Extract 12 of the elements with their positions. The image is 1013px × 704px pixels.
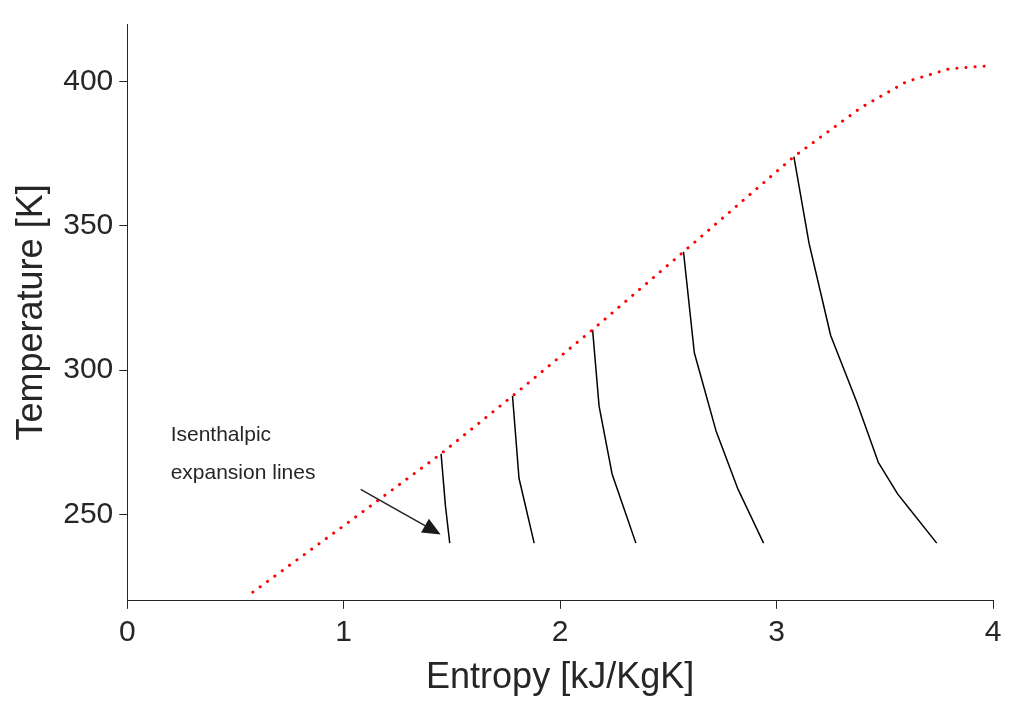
y-tick-label: 350 <box>63 207 114 241</box>
x-tick-label: 4 <box>984 614 1002 648</box>
y-axis-title: Temperature [K] <box>8 184 50 441</box>
annotation: Isenthalpic expansion lines <box>170 422 316 484</box>
x-tick-label: 0 <box>118 614 136 648</box>
y-tick-label: 400 <box>63 62 114 96</box>
x-axis-title: Entropy [kJ/KgK] <box>426 655 695 697</box>
x-tick-label: 1 <box>335 614 353 648</box>
x-tick-label: 3 <box>768 614 785 648</box>
y-tick-label: 300 <box>63 351 114 385</box>
y-tick-label: 250 <box>63 495 114 529</box>
x-tick-label: 2 <box>551 614 569 648</box>
